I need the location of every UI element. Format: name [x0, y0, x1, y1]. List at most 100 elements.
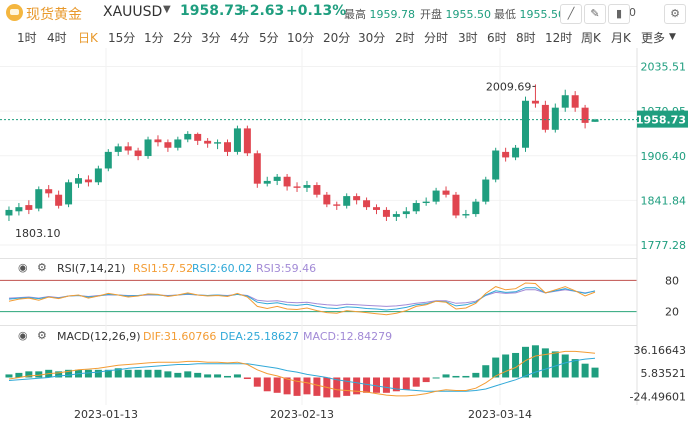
- macd-bar: [432, 377, 440, 379]
- tab-20m[interactable]: 20分: [323, 31, 351, 45]
- symbol-dropdown-icon[interactable]: ▼: [163, 4, 171, 15]
- macd-bar: [373, 377, 380, 393]
- macd-eye-icon[interactable]: ◉: [18, 329, 28, 342]
- price-tick-label: 1777.28: [641, 239, 687, 252]
- macd-bar: [243, 377, 251, 380]
- macd-bar: [531, 345, 539, 378]
- candle-body: [84, 179, 92, 183]
- open-value: 1955.50: [445, 8, 492, 21]
- tab-intraday[interactable]: 分时: [424, 31, 449, 45]
- candle-body: [194, 133, 202, 141]
- macd-bar: [462, 375, 470, 378]
- macd-bar: [512, 352, 520, 378]
- macd-bar: [134, 369, 142, 378]
- candle-body: [571, 95, 579, 108]
- macd-bar: [402, 377, 410, 390]
- gold-logo-icon: [6, 4, 23, 21]
- high-label: 最高: [344, 8, 366, 21]
- candle-body: [224, 142, 231, 152]
- tab-4h[interactable]: 4时: [47, 31, 67, 45]
- tab-6h[interactable]: 6时: [487, 31, 507, 45]
- macd-bar: [253, 377, 261, 387]
- tab-8h[interactable]: 8时: [516, 31, 536, 45]
- x-tick-label: 2023-03-14: [468, 408, 532, 421]
- tab-5m[interactable]: 5分: [259, 31, 279, 45]
- tab-1m[interactable]: 1分: [144, 31, 164, 45]
- macd-bar: [283, 377, 291, 395]
- tab-more[interactable]: 更多: [641, 31, 666, 45]
- macd-panel: [5, 345, 599, 398]
- macd-bar: [233, 374, 241, 378]
- macd-bar: [313, 377, 321, 396]
- tab-weekly[interactable]: 周K: [581, 31, 601, 45]
- symbol[interactable]: XAUUSD: [103, 4, 163, 20]
- high-value: 1959.78: [369, 8, 416, 21]
- candle-body: [5, 209, 13, 216]
- macd-bar: [581, 363, 589, 378]
- tab-daily[interactable]: 日K: [78, 31, 98, 45]
- tab-1h[interactable]: 1时: [17, 31, 37, 45]
- settings-icon[interactable]: ⚙: [664, 4, 686, 24]
- low-value: 1955.50: [519, 8, 566, 21]
- macd-bar: [333, 377, 341, 398]
- macd-settings-icon[interactable]: ⚙: [37, 329, 47, 342]
- axes: 2023-01-132023-02-132023-03-142035.51197…: [0, 48, 688, 421]
- tab-4m[interactable]: 4分: [230, 31, 250, 45]
- candle-body: [283, 176, 291, 187]
- candle-body: [313, 185, 321, 195]
- candle-body: [273, 176, 281, 181]
- candle-body: [343, 196, 351, 206]
- tab-12h[interactable]: 12时: [545, 31, 573, 45]
- macd-bar: [502, 354, 510, 378]
- rsi-settings-icon[interactable]: ⚙: [37, 261, 47, 274]
- tab-30m[interactable]: 30分: [358, 31, 386, 45]
- candle-body: [174, 139, 182, 148]
- candle-body: [184, 133, 192, 140]
- candle-body: [214, 142, 222, 144]
- macd-bar: [224, 375, 231, 378]
- rsi2-line: [8, 287, 596, 311]
- candle-body: [531, 100, 539, 104]
- tab-3m[interactable]: 3分: [201, 31, 221, 45]
- dif-line: [8, 350, 596, 397]
- more-dropdown-icon[interactable]: ▼: [669, 32, 676, 42]
- macd-bar: [492, 357, 500, 378]
- high-annotation: 2009.69: [486, 80, 532, 93]
- instrument-title[interactable]: 现货黄金: [26, 7, 82, 23]
- macd-bar: [412, 377, 420, 387]
- candle-body: [472, 201, 480, 215]
- candle-body: [15, 207, 23, 212]
- low-label: 最低: [494, 8, 516, 21]
- rsi-eye-icon[interactable]: ◉: [18, 261, 28, 274]
- tab-monthly[interactable]: 月K: [611, 31, 631, 45]
- tab-10m[interactable]: 10分: [287, 31, 315, 45]
- candle-type-icon[interactable]: ▮: [608, 4, 630, 24]
- line-tool-icon[interactable]: ╱: [560, 4, 582, 24]
- macd-bar: [35, 371, 43, 378]
- macd-divider: [0, 325, 637, 326]
- tab-15m[interactable]: 15分: [108, 31, 136, 45]
- pencil-icon[interactable]: ✎: [584, 4, 606, 24]
- low-field: 最低 1955.50: [494, 6, 565, 22]
- rsi-tick-label: 20: [665, 306, 679, 319]
- tab-2m[interactable]: 2分: [173, 31, 193, 45]
- macd-bar: [363, 377, 371, 393]
- candle-body: [402, 211, 410, 215]
- candle-body: [442, 190, 450, 195]
- macd-label: MACD(12,26,9): [57, 330, 141, 343]
- macd-bar: [541, 348, 549, 378]
- macd-bar: [591, 367, 599, 378]
- macd-bar: [154, 369, 162, 378]
- macd-bar: [422, 377, 430, 383]
- candle-body: [353, 196, 361, 201]
- candle-body: [253, 153, 261, 184]
- tab-3h[interactable]: 3时: [458, 31, 478, 45]
- header: 现货黄金 XAUUSD ▼ 1958.73 +2.63 +0.13% 最高 19…: [0, 0, 689, 26]
- macd-bar: [55, 371, 63, 378]
- macd-bar: [382, 377, 390, 393]
- tab-2h[interactable]: 2时: [395, 31, 415, 45]
- macd-bar: [204, 374, 212, 378]
- macd-bar: [144, 369, 152, 378]
- last-price: 1958.73: [180, 3, 244, 19]
